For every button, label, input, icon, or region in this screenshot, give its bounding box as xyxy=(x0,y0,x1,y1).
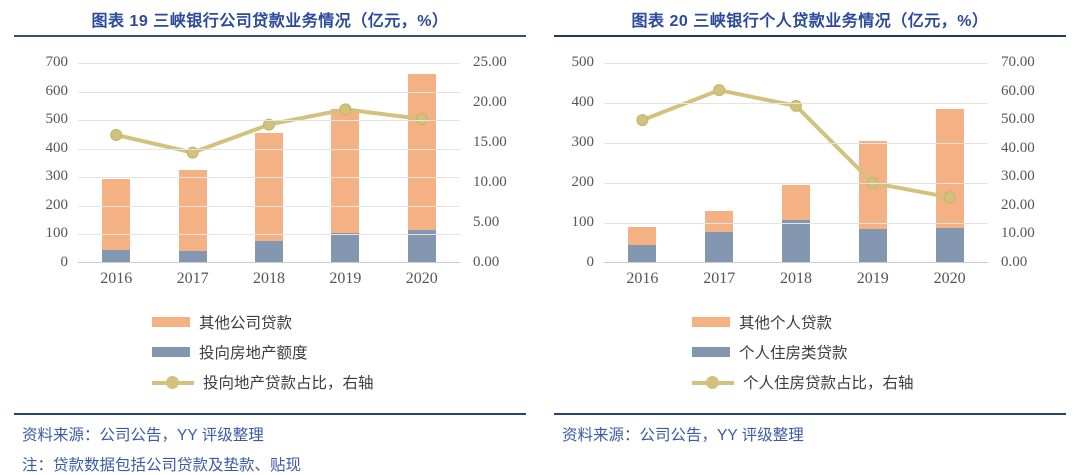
bar-segment xyxy=(102,250,131,263)
bar-segment xyxy=(705,231,734,263)
bar-segment xyxy=(705,211,734,232)
figure-corporate-loans: 图表 19 三峡银行公司贷款业务情况（亿元，%） 0 100 200 300 400 50… xyxy=(14,13,526,474)
bar-segment xyxy=(255,133,283,241)
figure-personal-loans: 图表 20 三峡银行个人贷款业务情况（亿元，%） 0 100 200 300 400 50… xyxy=(540,0,1080,475)
legend-item: 其他公司贷款 xyxy=(152,311,526,333)
bar-segment xyxy=(407,74,436,231)
line-marker-swatch-icon xyxy=(692,375,734,389)
bar-segment xyxy=(782,185,810,221)
left-y-axis: 0 100 200 300 400 500 600 700 xyxy=(45,54,69,270)
legend-label: 其他公司贷款 xyxy=(199,315,293,332)
source-text: 资料来源：公司公告，YY 评级整理 xyxy=(562,427,804,444)
figure-title: 图表 20 三峡银行个人贷款业务情况（亿元，%） xyxy=(631,13,989,30)
ratio-line-series xyxy=(636,84,956,204)
chart-area: 0 100 200 300 400 500 2016 2017 2018 2019 2020 0.… xyxy=(554,41,1066,293)
source-divider xyxy=(554,413,1066,415)
bar-segment xyxy=(935,109,964,228)
orange-bar-swatch-icon xyxy=(152,317,190,327)
x-axis-labels: 2016 2017 2018 2019 2020 xyxy=(100,270,438,287)
chart-area: 0 100 200 300 400 500 600 700 2016 2017 2018 2019 2… xyxy=(14,41,526,293)
line-marker-swatch-icon xyxy=(152,375,194,389)
ratio-line-series xyxy=(110,103,428,159)
bar-segment xyxy=(628,245,657,263)
note-text: 注：贷款数据包括公司贷款及垫款、贴现 xyxy=(22,457,302,474)
legend-item: 个人住房贷款占比，右轴 xyxy=(692,371,1066,393)
legend-label: 投向地产贷款占比，右轴 xyxy=(203,375,374,392)
legend-item: 投向房地产额度 xyxy=(152,341,526,363)
legend: 其他公司贷款 投向房地产额度 投向地产贷款占比，右轴 xyxy=(14,311,526,393)
title-divider xyxy=(14,35,526,37)
figure-title: 图表 19 三峡银行公司贷款业务情况（亿元，%） xyxy=(91,13,449,30)
legend-label: 投向房地产额度 xyxy=(199,345,308,362)
legend-item: 投向地产贷款占比，右轴 xyxy=(152,371,526,393)
blue-bar-swatch-icon xyxy=(152,347,190,357)
bar-segment xyxy=(331,233,360,263)
left-y-axis: 0 100 200 300 400 500 xyxy=(571,54,595,270)
legend-item: 其他个人贷款 xyxy=(692,311,1066,333)
bar-segment xyxy=(102,178,131,251)
title-divider xyxy=(554,35,1066,37)
bar-segment xyxy=(331,108,360,233)
legend-item: 个人住房类贷款 xyxy=(692,341,1066,363)
right-y-axis: 0.00 5.00 10.00 15.00 20.00 25.00 xyxy=(473,54,507,270)
bar-segment xyxy=(858,229,887,263)
legend: 其他个人贷款 个人住房类贷款 个人住房贷款占比，右轴 xyxy=(554,311,1066,393)
plot-column: 2016 2017 2018 2019 2020 xyxy=(604,41,988,293)
right-y-axis: 0.00 10.00 20.00 30.00 40.00 50.00 60.00 70.00 xyxy=(1001,54,1035,270)
legend-label: 其他个人贷款 xyxy=(739,315,833,332)
plot-area xyxy=(78,63,460,263)
bar-segment xyxy=(178,170,207,251)
bar-segment xyxy=(935,227,964,263)
x-axis-labels: 2016 2017 2018 2019 2020 xyxy=(626,270,966,287)
bar-segment xyxy=(255,240,283,263)
orange-bar-swatch-icon xyxy=(692,317,730,327)
bar-segment xyxy=(178,251,207,263)
source-text: 资料来源：公司公告，YY 评级整理 xyxy=(22,427,264,444)
legend-label: 个人住房贷款占比，右轴 xyxy=(743,375,914,392)
bar-segment xyxy=(628,227,657,245)
plot-area xyxy=(604,63,988,263)
source-divider xyxy=(14,413,526,415)
legend-label: 个人住房类贷款 xyxy=(739,345,848,362)
plot-column: 2016 2017 2018 2019 2020 xyxy=(78,41,460,293)
bar-segment xyxy=(782,220,810,263)
bar-segment xyxy=(407,230,436,263)
blue-bar-swatch-icon xyxy=(692,347,730,357)
